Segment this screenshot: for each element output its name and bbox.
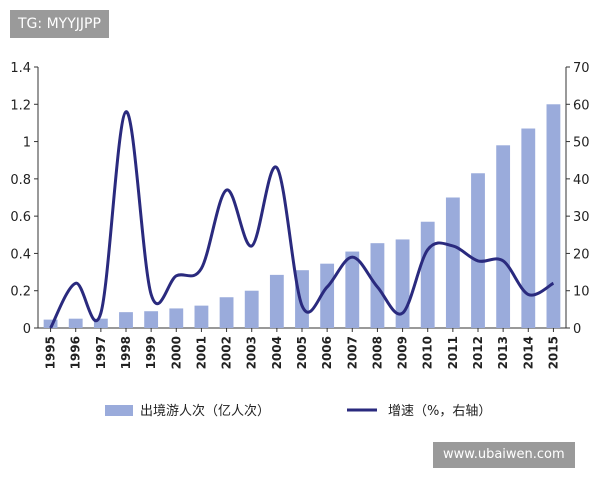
bar-2015 <box>546 104 561 329</box>
right-tick-label: 60 <box>573 98 590 113</box>
bar-1997 <box>93 318 108 328</box>
x-tick-label-2002: 2002 <box>220 336 234 369</box>
left-tick-label: 1.2 <box>10 98 31 113</box>
bar-2003 <box>244 290 259 328</box>
right-tick-label: 20 <box>573 247 590 262</box>
bar-2010 <box>420 221 435 328</box>
growth-line <box>49 110 555 329</box>
left-tick-label: 0.4 <box>10 247 31 262</box>
left-axis-ticks: 0 0.2 0.4 0.6 0.8 1 1.2 1.4 <box>10 61 38 337</box>
bar-2004 <box>269 274 284 328</box>
left-tick-label: 0.8 <box>10 173 31 188</box>
line-series <box>49 110 555 329</box>
x-tick-label-2011: 2011 <box>446 336 460 369</box>
x-tick-label-2008: 2008 <box>370 336 384 369</box>
x-axis-ticks: 1995 1996 1997 1998 1999 2000 2001 2002 2003 2004… <box>44 328 560 369</box>
left-tick-label: 1 <box>23 136 31 151</box>
x-tick-label-2000: 2000 <box>169 336 183 369</box>
bar-2001 <box>194 305 209 328</box>
legend-bar-swatch <box>105 405 133 416</box>
x-tick-label-2014: 2014 <box>521 336 535 369</box>
x-tick-label-2003: 2003 <box>245 336 259 369</box>
legend-bar-label: 出境游人次（亿人次） <box>140 403 270 419</box>
x-tick-label-2015: 2015 <box>546 336 560 369</box>
x-tick-label-1998: 1998 <box>119 336 133 369</box>
x-tick-label-1997: 1997 <box>94 336 108 369</box>
watermark-bottom: www.ubaiwen.com <box>433 442 575 468</box>
right-tick-label: 50 <box>573 136 590 151</box>
x-tick-label-2009: 2009 <box>396 336 410 369</box>
bar-series <box>43 104 561 329</box>
x-tick-label-2006: 2006 <box>320 336 334 369</box>
right-axis-ticks: 0 10 20 30 40 50 60 70 <box>566 61 590 337</box>
bar-2002 <box>219 297 234 328</box>
bar-2000 <box>169 308 184 328</box>
bar-2014 <box>521 128 536 328</box>
x-tick-label-2004: 2004 <box>270 336 284 369</box>
bar-2007 <box>345 251 360 328</box>
watermark-top: TG: MYYJJPP <box>10 10 109 38</box>
legend: 出境游人次（亿人次） 增速（%，右轴） <box>105 403 491 419</box>
x-tick-label-2005: 2005 <box>295 336 309 369</box>
bar-2011 <box>445 197 460 328</box>
x-tick-label-2012: 2012 <box>471 336 485 369</box>
bar-1999 <box>144 311 159 328</box>
x-tick-label-2001: 2001 <box>194 336 208 369</box>
right-tick-label: 40 <box>573 173 590 188</box>
left-tick-label: 0.6 <box>10 210 31 225</box>
left-tick-label: 0.2 <box>10 285 31 300</box>
x-tick-label-2010: 2010 <box>421 336 435 369</box>
x-tick-label-1995: 1995 <box>44 336 58 369</box>
left-tick-label: 1.4 <box>10 61 31 76</box>
x-tick-label-1999: 1999 <box>144 336 158 369</box>
bar-1996 <box>68 318 83 328</box>
bar-2006 <box>320 263 335 328</box>
bar-2013 <box>496 145 511 328</box>
bar-1998 <box>119 312 133 328</box>
x-tick-label-2013: 2013 <box>496 336 510 369</box>
bar-1995 <box>43 319 58 328</box>
right-tick-label: 30 <box>573 210 590 225</box>
legend-line-label: 增速（%，右轴） <box>388 404 491 419</box>
left-tick-label: 0 <box>23 322 31 337</box>
right-tick-label: 10 <box>573 285 590 300</box>
right-tick-label: 0 <box>573 322 581 337</box>
x-tick-label-1996: 1996 <box>69 336 83 369</box>
bar-2012 <box>471 173 485 328</box>
right-tick-label: 70 <box>573 61 590 76</box>
x-tick-label-2007: 2007 <box>345 336 359 369</box>
